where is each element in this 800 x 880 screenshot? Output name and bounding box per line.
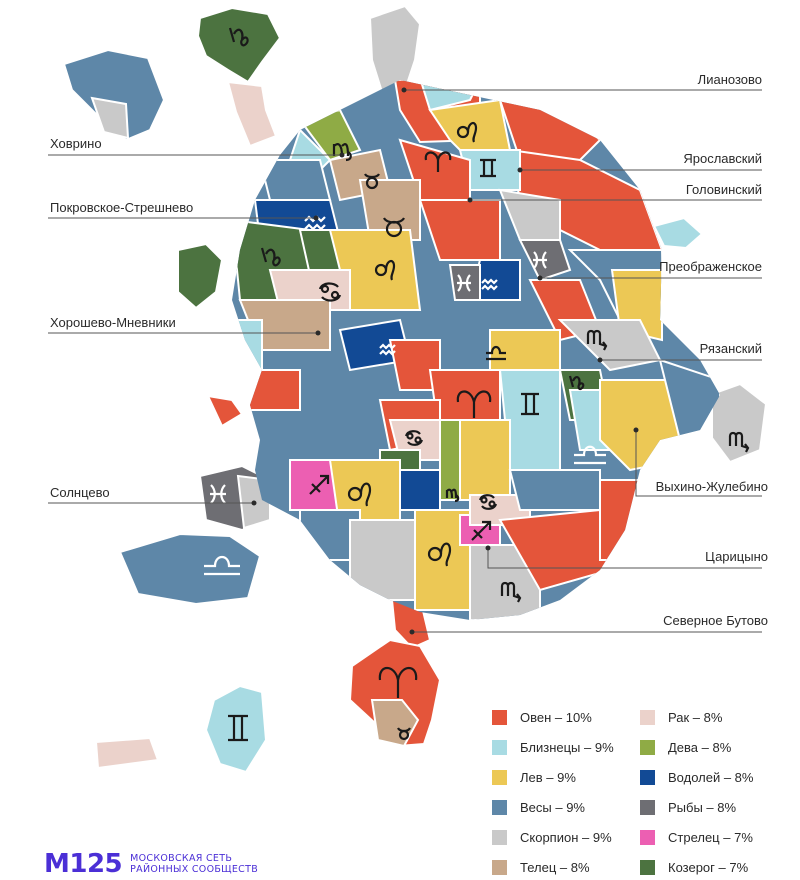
m125-logo: М125 МОСКОВСКАЯ СЕТЬ РАЙОННЫХ СООБЩЕСТВ [44,849,258,879]
callout-tsaritsyno: Царицыно [705,549,768,564]
pisces-icon [457,274,471,292]
callout-lianozovo: Лианозово [697,72,762,87]
gemini-icon [521,392,539,416]
aries-icon [456,390,492,418]
legend-label: Рак – 8% [668,710,723,725]
legend-item-libra: Весы – 9% [492,800,585,815]
scorpio-icon [500,581,522,603]
aquarius-icon [379,343,396,356]
legend-item-taurus: Телец – 8% [492,860,590,875]
zodiac-glyphs [204,27,750,742]
legend-swatch [492,860,507,875]
leo-icon [374,260,396,281]
logo-line-2: РАЙОННЫХ СООБЩЕСТВ [130,864,259,875]
legend-label: Лев – 9% [520,770,576,785]
capricorn-icon [260,247,281,267]
legend-swatch [492,830,507,845]
legend-label: Овен – 10% [520,710,592,725]
libra-icon [204,555,240,576]
legend-swatch [492,800,507,815]
leo-icon [427,542,452,567]
taurus-icon [397,727,411,741]
legend-item-sagittarius: Стрелец – 7% [640,830,753,845]
capricorn-icon [568,375,585,391]
legend-item-pisces: Рыбы – 8% [640,800,736,815]
legend-label: Рыбы – 8% [668,800,737,815]
scorpio-icon [728,431,750,453]
legend-swatch [492,770,507,785]
virgo-icon [332,143,352,162]
cancer-icon [318,282,342,302]
logo-mark: М125 [44,849,123,879]
legend-item-capricorn: Козерог – 7% [640,860,748,875]
legend-swatch [492,740,507,755]
legend-label: Козерог – 7% [668,860,749,875]
callout-khoroshevo-mnevniki: Хорошево-Мневники [50,315,176,330]
legend-swatch [640,740,655,755]
legend-swatch [640,860,655,875]
libra-icon [574,445,606,465]
capricorn-icon [228,27,249,47]
aquarius-icon [481,278,498,291]
taurus-icon [383,217,405,238]
sagittarius-icon [309,474,330,495]
legend-item-aries: Овен – 10% [492,710,592,725]
callout-yaroslavsky: Ярославский [683,151,762,166]
callout-golovinsky: Головинский [685,182,762,197]
cancer-icon [404,430,424,446]
virgo-icon [445,488,460,503]
callout-khovrino: Ховрино [50,136,102,151]
outlying-districts [62,4,768,774]
legend-label: Телец – 8% [520,860,590,875]
legend-swatch [640,710,655,725]
legend-swatch [640,830,655,845]
legend-item-gemini: Близнецы – 9% [492,740,614,755]
callout-leader-lines [48,89,762,633]
legend-label: Близнецы – 9% [520,740,614,755]
legend-swatch [492,710,507,725]
legend-item-scorpio: Скорпион – 9% [492,830,612,845]
aries-icon [378,666,418,698]
pisces-icon [533,251,547,269]
legend-label: Дева – 8% [668,740,732,755]
sagittarius-icon [471,520,492,541]
legend-item-leo: Лев – 9% [492,770,576,785]
logo-line-1: МОСКОВСКАЯ СЕТЬ [130,853,233,864]
callout-preobrazhenskoe: Преображенское [659,259,762,274]
legend-item-cancer: Рак – 8% [640,710,722,725]
taurus-icon [364,173,380,190]
callout-ryazansky: Рязанский [699,341,762,356]
pisces-icon [210,484,226,504]
leo-icon [456,122,478,143]
gemini-icon [228,714,248,742]
cancer-icon [478,494,498,510]
callout-severnoe-butovo: Северное Бутово [663,613,768,628]
legend-swatch [640,800,655,815]
gemini-icon [480,158,496,178]
scorpio-icon [586,329,608,351]
legend-item-aquarius: Водолей – 8% [640,770,753,785]
callout-solntsevo: Солнцево [50,485,110,500]
legend-label: Весы – 9% [520,800,585,815]
legend-label: Водолей – 8% [668,770,754,785]
callout-pokrovskoe-streshnevo: Покровское-Стрешнево [50,200,194,215]
aries-icon [424,151,452,172]
callout-vykhino-zhulebino: Выхино-Жулебино [655,479,768,494]
legend-item-virgo: Дева – 8% [640,740,731,755]
leo-icon [347,482,372,507]
libra-icon [486,345,506,361]
legend-label: Скорпион – 9% [520,830,612,845]
callout-dots [251,87,639,635]
legend-label: Стрелец – 7% [668,830,753,845]
logo-text: МОСКОВСКАЯ СЕТЬ РАЙОННЫХ СООБЩЕСТВ [130,853,258,875]
legend-swatch [640,770,655,785]
